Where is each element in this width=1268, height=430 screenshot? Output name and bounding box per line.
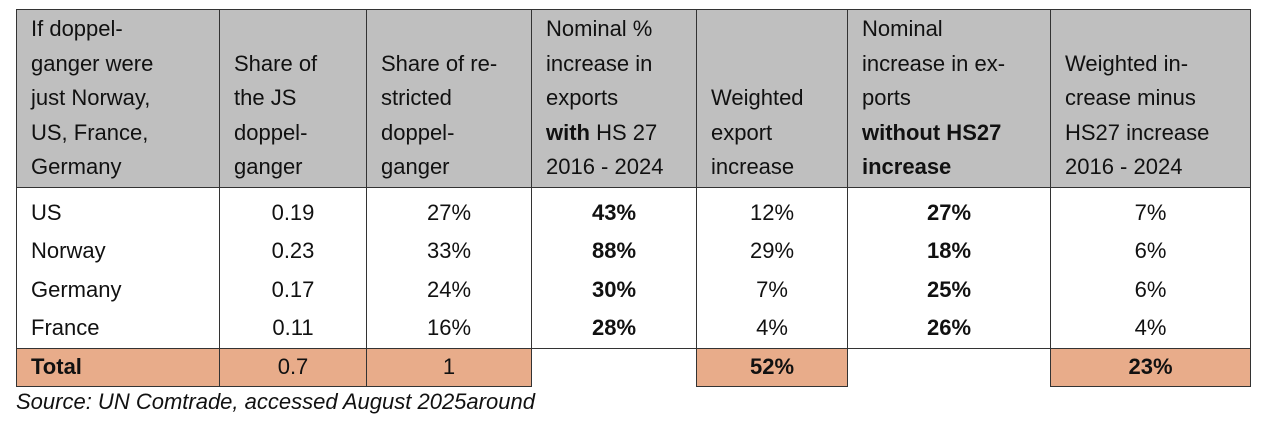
header-line: increase in ex- (862, 47, 1044, 82)
header-text: HS 27 (590, 119, 658, 145)
total-blank-cell (531, 347, 697, 386)
header-line: increase (711, 154, 795, 179)
header-text: increase in ex- (862, 50, 1006, 76)
weighted-export-cell: 4% (696, 309, 848, 348)
header-line: just Norway, (31, 85, 151, 110)
total-share-restricted: 1 (366, 347, 532, 387)
weighted-minus-cell: 4% (1050, 309, 1251, 348)
header-line: ports (862, 81, 1044, 116)
table-wrapper: If doppel-ganger were just Norway, US, Fra… (16, 9, 1251, 387)
table-row: Germany 0.17 24% 30% 7% 25% 6% (16, 270, 1251, 309)
header-line: doppel- (381, 119, 455, 145)
table-row: France 0.11 16% 28% 4% 26% 4% (16, 309, 1251, 348)
nominal-with-hs27-cell: 28% (531, 309, 697, 348)
header-line: crease minus (1065, 85, 1196, 110)
header-line: ganger (381, 154, 450, 179)
header-line: Share of re- (381, 50, 498, 76)
header-line: ganger were (31, 50, 154, 76)
total-share-js: 0.7 (219, 347, 367, 387)
weighted-export-cell: 7% (696, 270, 848, 309)
total-row: Total 0.7 1 52% 23% (16, 347, 1251, 387)
country-cell: Norway (16, 232, 220, 271)
header-text: ports (862, 85, 911, 110)
share-js-cell: 0.11 (219, 309, 367, 348)
total-weighted-minus: 23% (1050, 347, 1251, 387)
header-line: without HS27 (862, 116, 1044, 151)
header-text: increase in (546, 50, 653, 76)
header-line: the JS (234, 85, 297, 110)
table-row: Norway 0.23 33% 88% 29% 18% 6% (16, 232, 1251, 271)
header-text: increase (862, 154, 952, 179)
nominal-without-hs27-cell: 27% (847, 187, 1051, 232)
weighted-export-cell: 12% (696, 187, 848, 232)
share-restricted-cell: 24% (366, 270, 532, 309)
header-cell: If doppel-ganger were just Norway, US, Fra… (16, 9, 220, 188)
header-line: If doppel- (31, 16, 123, 41)
header-line: Share of (234, 50, 318, 76)
table-row: US 0.19 27% 43% 12% 27% 7% (16, 187, 1251, 232)
nominal-without-hs27-cell: 18% (847, 232, 1051, 271)
share-restricted-cell: 16% (366, 309, 532, 348)
nominal-without-hs27-cell: 26% (847, 309, 1051, 348)
header-line: Weighted (711, 85, 804, 110)
header-line: with HS 27 (546, 116, 690, 151)
nominal-with-hs27-cell: 30% (531, 270, 697, 309)
export-increase-table: If doppel-ganger were just Norway, US, Fra… (16, 9, 1251, 387)
header-line: US, France, (31, 119, 149, 145)
weighted-minus-cell: 6% (1050, 232, 1251, 271)
source-note: Source: UN Comtrade, accessed August 202… (16, 389, 535, 414)
header-line: Germany (31, 154, 122, 179)
country-cell: US (16, 187, 220, 232)
header-line: Nominal (862, 12, 1044, 47)
header-line: ganger (234, 154, 303, 179)
header-text: exports (546, 85, 619, 110)
header-cell: Nominal increase in ex-ports without HS27 i… (847, 9, 1051, 188)
country-cell: Germany (16, 270, 220, 309)
header-cell: Weighted export increase (696, 9, 848, 188)
header-line: stricted (381, 85, 452, 110)
header-line: 2016 - 2024 (546, 150, 690, 185)
share-js-cell: 0.17 (219, 270, 367, 309)
share-js-cell: 0.19 (219, 187, 367, 232)
header-line: Nominal % (546, 12, 690, 47)
header-line: export (711, 119, 773, 145)
header-line: Weighted in- (1065, 50, 1189, 76)
nominal-with-hs27-cell: 88% (531, 232, 697, 271)
header-line: increase (862, 150, 1044, 185)
header-text: 2016 - 2024 (546, 154, 664, 179)
total-label: Total (16, 347, 220, 387)
header-cell: Share of re-stricted doppel-ganger (366, 9, 532, 188)
nominal-with-hs27-cell: 43% (531, 187, 697, 232)
header-line: doppel- (234, 119, 308, 145)
total-weighted-export: 52% (696, 347, 848, 387)
header-cell: Share of the JS doppel-ganger (219, 9, 367, 188)
header-cell: Nominal % increase in exports with HS 27 201… (531, 9, 697, 188)
header-line: HS27 increase (1065, 119, 1210, 145)
weighted-minus-cell: 7% (1050, 187, 1251, 232)
header-cell: Weighted in-crease minus HS27 increase 201… (1050, 9, 1251, 188)
header-line: exports (546, 81, 690, 116)
header-text: without HS27 (862, 119, 1002, 145)
weighted-export-cell: 29% (696, 232, 848, 271)
header-row: If doppel-ganger were just Norway, US, Fra… (16, 9, 1251, 188)
header-line: increase in (546, 47, 690, 82)
share-js-cell: 0.23 (219, 232, 367, 271)
nominal-without-hs27-cell: 25% (847, 270, 1051, 309)
weighted-minus-cell: 6% (1050, 270, 1251, 309)
header-line: 2016 - 2024 (1065, 154, 1183, 179)
total-blank-cell (847, 347, 1051, 386)
header-text: Nominal % (546, 16, 653, 41)
header-text: Nominal (862, 16, 943, 41)
country-cell: France (16, 309, 220, 348)
share-restricted-cell: 33% (366, 232, 532, 271)
share-restricted-cell: 27% (366, 187, 532, 232)
header-text: with (546, 119, 590, 145)
